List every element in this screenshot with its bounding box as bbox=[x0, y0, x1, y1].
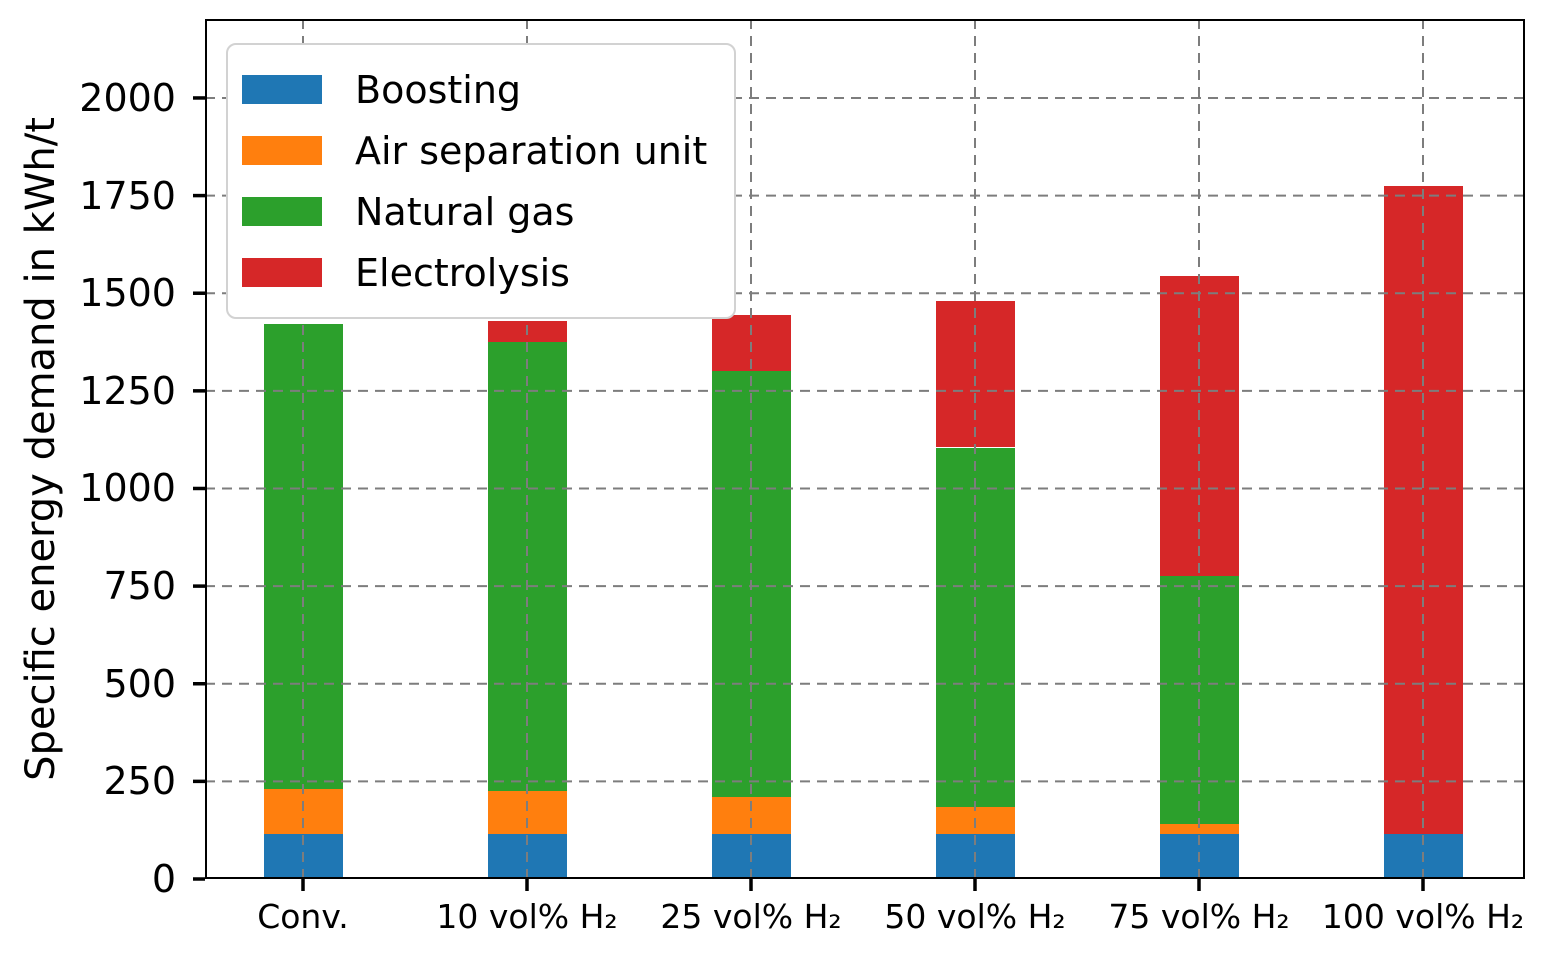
bar-segment bbox=[263, 789, 343, 835]
bar-segment bbox=[1159, 824, 1239, 835]
legend-label: Air separation unit bbox=[355, 128, 708, 173]
y-tick-label: 2000 bbox=[79, 75, 176, 120]
legend-label: Boosting bbox=[355, 67, 522, 112]
legend-swatch-icon bbox=[242, 136, 322, 165]
x-tick-label: 100 vol% H₂ bbox=[1321, 897, 1525, 936]
bar-segment bbox=[711, 834, 791, 879]
legend-swatch-icon bbox=[242, 75, 322, 104]
bar-segment bbox=[263, 834, 343, 879]
legend-label: Electrolysis bbox=[355, 250, 570, 295]
legend-swatch-icon bbox=[242, 258, 322, 287]
x-tick-label: 50 vol% H₂ bbox=[884, 897, 1066, 936]
bar-segment bbox=[263, 324, 343, 790]
bar-segment bbox=[935, 447, 1015, 807]
x-tick-label: 10 vol% H₂ bbox=[436, 897, 618, 936]
y-tick-label: 1250 bbox=[79, 368, 176, 413]
legend-item: Boosting bbox=[228, 59, 734, 120]
bar-segment bbox=[711, 314, 791, 372]
bar-segment bbox=[711, 797, 791, 835]
y-tick-label: 1750 bbox=[79, 173, 176, 218]
y-tick-label: 500 bbox=[103, 661, 176, 706]
y-tick-label: 0 bbox=[151, 857, 176, 901]
bar-segment bbox=[487, 320, 567, 343]
legend-item: Natural gas bbox=[228, 181, 734, 242]
bar-segment bbox=[1159, 834, 1239, 879]
bar-segment bbox=[1383, 185, 1463, 835]
bar-segment bbox=[711, 371, 791, 797]
bar-segment bbox=[1159, 275, 1239, 577]
y-tick-label: 1500 bbox=[79, 271, 176, 316]
x-tick-label: 25 vol% H₂ bbox=[660, 897, 842, 936]
legend-item: Electrolysis bbox=[228, 242, 734, 303]
bar-segment bbox=[935, 806, 1015, 835]
legend: Boosting Air separation unit Natural gas El… bbox=[226, 43, 736, 319]
bar-segment bbox=[935, 301, 1015, 448]
bar-segment bbox=[935, 834, 1015, 879]
x-tick-label: Conv. bbox=[257, 897, 349, 936]
bar-segment bbox=[1159, 576, 1239, 825]
y-tick-label: 750 bbox=[103, 564, 176, 609]
legend-item: Air separation unit bbox=[228, 120, 734, 181]
bar-segment bbox=[487, 342, 567, 792]
bar-segment bbox=[487, 834, 567, 879]
bar-segment bbox=[1383, 834, 1463, 879]
y-tick-label: 1000 bbox=[79, 466, 176, 511]
legend-swatch-icon bbox=[242, 197, 322, 226]
bar-segment bbox=[487, 791, 567, 835]
x-tick-label: 75 vol% H₂ bbox=[1108, 897, 1290, 936]
y-tick-label: 250 bbox=[103, 759, 176, 804]
legend-label: Natural gas bbox=[355, 189, 575, 234]
